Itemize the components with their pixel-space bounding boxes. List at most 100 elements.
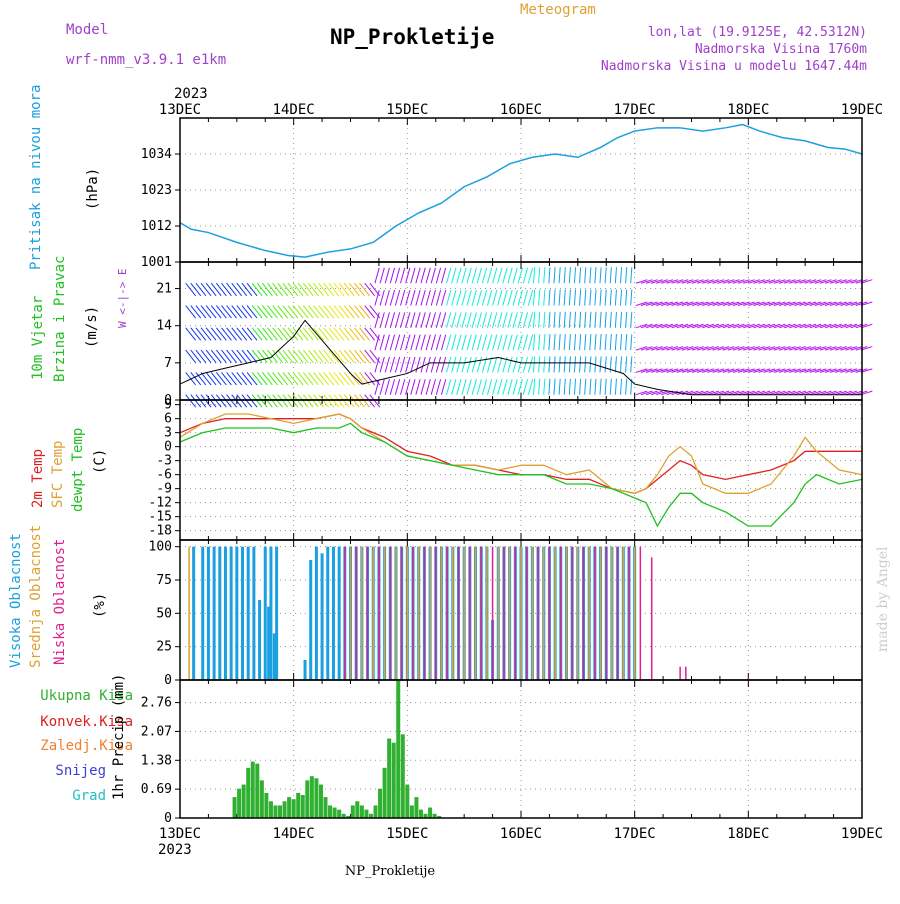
wind-barb xyxy=(676,323,689,329)
wind-barb xyxy=(379,379,385,395)
wind-barb xyxy=(440,356,447,373)
wind-barb xyxy=(635,390,648,396)
y-tick-label: 0.69 xyxy=(141,782,172,797)
wind-barb xyxy=(389,267,396,284)
wind-barb xyxy=(313,349,324,363)
wind-barb xyxy=(840,368,853,373)
wind-barb xyxy=(768,301,781,307)
precip-bar xyxy=(246,767,251,818)
wind-barb xyxy=(256,349,268,363)
wind-barb xyxy=(604,356,607,373)
wind-barb xyxy=(717,346,730,351)
wind-barb xyxy=(686,368,699,373)
wind-barb xyxy=(292,305,304,319)
high-cloud-bar xyxy=(229,546,233,680)
wind-barb xyxy=(768,279,781,284)
wind-barb xyxy=(645,368,658,373)
wind-barb xyxy=(614,378,617,395)
wind-barb xyxy=(727,301,740,307)
wind-barb xyxy=(262,305,273,319)
wind-barb xyxy=(676,346,689,351)
precip-bar xyxy=(350,805,355,818)
pressure-line xyxy=(179,123,863,258)
wind-barb xyxy=(548,334,551,351)
wind-barb xyxy=(717,323,730,329)
wind-barb xyxy=(584,267,587,284)
wind-barb xyxy=(522,356,529,373)
wind-barb xyxy=(246,349,258,363)
wind-barb xyxy=(522,289,529,306)
wind-barb xyxy=(584,356,587,373)
wind-barb xyxy=(440,267,447,284)
chart-title: NP_Prokletije xyxy=(330,25,494,49)
wind-unit: (m/s) xyxy=(84,306,100,348)
wind-barb xyxy=(804,323,817,329)
y-tick-label: 6 xyxy=(164,412,172,427)
y-tick-label: -3 xyxy=(156,454,172,469)
wind-barb xyxy=(522,334,529,351)
wind-barb xyxy=(364,394,376,408)
wind-barb xyxy=(691,346,704,351)
wind-barb xyxy=(527,334,534,351)
x-label-bottom: 17DEC xyxy=(614,826,656,842)
wind-barb xyxy=(512,334,518,351)
wind-barb xyxy=(272,372,283,386)
wind-barb xyxy=(671,368,684,373)
wind-barb xyxy=(379,289,385,306)
wind-barb xyxy=(226,305,237,319)
wind-barb xyxy=(517,334,523,351)
wind-barb xyxy=(267,282,278,297)
precip-bar xyxy=(264,792,269,818)
wind-barb xyxy=(461,356,467,373)
wind-barb xyxy=(308,305,319,319)
wind-barb xyxy=(640,368,653,373)
wind-barb xyxy=(471,289,477,306)
wind-barb xyxy=(466,267,472,284)
precip-bar xyxy=(387,738,392,818)
wind-barb xyxy=(394,267,401,284)
wind-barb xyxy=(251,282,263,297)
wind-barb xyxy=(226,349,237,363)
wind-barb xyxy=(302,305,314,319)
wind-barb xyxy=(512,379,518,395)
wind-barb xyxy=(563,334,566,351)
wind-barb xyxy=(471,379,477,395)
precip-bar xyxy=(378,788,383,818)
wind-barb xyxy=(497,379,503,395)
wind-barb xyxy=(415,289,421,306)
precip-bar xyxy=(423,813,428,818)
wind-barb xyxy=(302,372,314,386)
x-label-bottom: 18DEC xyxy=(727,826,769,842)
wind-barb xyxy=(446,267,452,284)
wind-barb xyxy=(205,349,217,363)
wind-barb xyxy=(614,289,617,306)
wind-barb xyxy=(645,346,658,351)
wind-barb xyxy=(246,305,258,319)
wind-barb xyxy=(819,301,832,307)
x-label-top: 14DEC xyxy=(273,102,315,118)
wind-barb xyxy=(666,390,679,396)
precip-bar xyxy=(291,799,296,818)
wind-barb xyxy=(364,305,376,319)
wind-barb xyxy=(440,312,447,328)
wind-barb xyxy=(343,372,355,386)
wind-barb xyxy=(860,346,873,351)
wind-barb xyxy=(563,267,566,284)
wind-barb xyxy=(486,356,493,373)
wind-barb xyxy=(697,390,709,396)
wind-barb xyxy=(579,289,582,306)
wind-barb xyxy=(348,349,360,363)
wind-barb xyxy=(686,346,699,351)
wind-barb xyxy=(302,394,314,408)
wind-barb xyxy=(456,379,462,395)
wind-barb xyxy=(277,349,289,363)
wind-barb xyxy=(609,267,612,284)
wind-barb xyxy=(579,334,582,351)
wind-barb xyxy=(400,267,406,284)
wind-barb xyxy=(384,356,390,373)
wind-barb xyxy=(492,334,498,351)
high-cloud-bar xyxy=(269,546,273,680)
wind-barb xyxy=(328,349,340,363)
wind-barb xyxy=(185,282,197,297)
wind-barb xyxy=(543,311,546,328)
